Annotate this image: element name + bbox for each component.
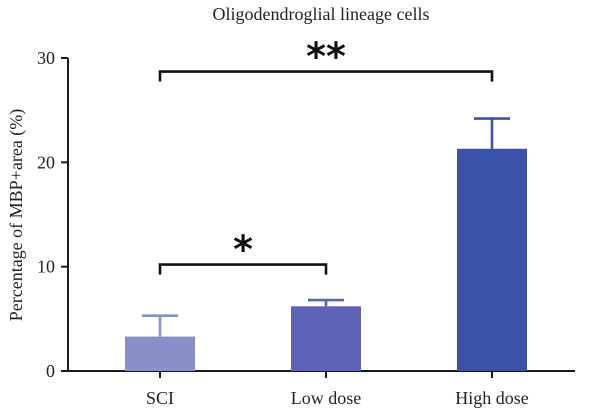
chart-title: Oligodendroglial lineage cells	[213, 4, 430, 24]
bar-3	[457, 148, 527, 371]
y-tick-label: 20	[37, 152, 55, 172]
significance-bracket-1	[158, 263, 328, 275]
y-axis-label: Percentage of MBP+area (%)	[6, 109, 27, 322]
significance-brackets: ***	[158, 35, 494, 275]
x-tick-labels: SCI Low dose High dose	[146, 371, 529, 408]
bars	[125, 117, 527, 371]
y-tick-label: 30	[37, 48, 55, 68]
x-tick-label: SCI	[146, 388, 174, 408]
bar-2	[291, 306, 361, 371]
x-tick-label: High dose	[455, 388, 529, 408]
y-tick-label: 10	[37, 257, 55, 277]
y-tick-label: 0	[46, 361, 55, 381]
y-ticks: 0 10 20 30	[37, 48, 68, 381]
error-bar-1	[142, 314, 178, 337]
significance-label-1: *	[233, 228, 253, 272]
bar-1	[125, 336, 195, 371]
significance-label-2: **	[306, 35, 346, 79]
error-bar-3	[474, 117, 510, 149]
significance-bracket-2	[158, 70, 494, 82]
x-tick-label: Low dose	[291, 388, 362, 408]
error-bar-2	[308, 298, 344, 307]
